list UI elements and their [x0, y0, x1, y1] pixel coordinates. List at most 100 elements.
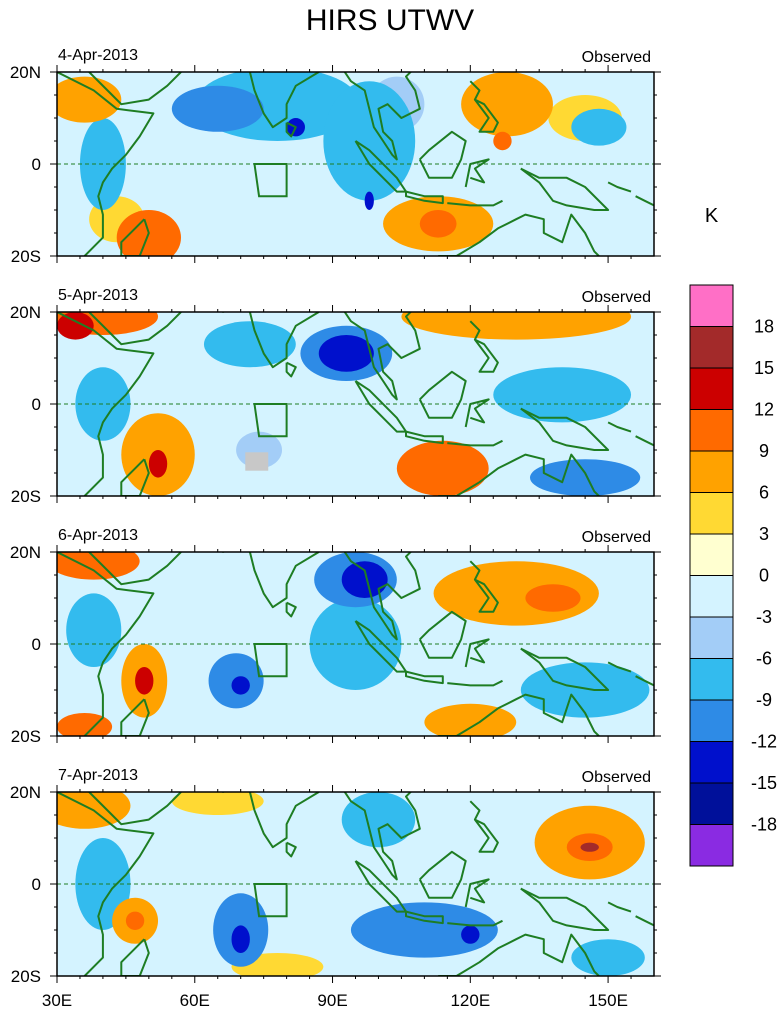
coastline — [520, 167, 610, 211]
colorbar-swatch — [689, 741, 734, 784]
anomaly-contour — [57, 552, 140, 580]
map-panel-1: 20N 0 20S 4-Apr-2013 Observed — [10, 47, 661, 266]
anomaly-contour — [231, 676, 250, 695]
coastline — [635, 675, 654, 687]
anomaly-contour — [309, 598, 402, 690]
coastline — [418, 130, 467, 179]
coastline — [438, 933, 600, 976]
coastlines — [57, 289, 654, 496]
coastline — [464, 638, 490, 668]
coastline — [418, 610, 467, 659]
colorbar-swatch — [689, 326, 734, 369]
colorbar-level-label: -6 — [756, 649, 772, 669]
coastline — [635, 915, 654, 927]
panel-date: 6-Apr-2013 — [58, 527, 138, 544]
panel-label: Observed — [582, 529, 651, 546]
anomaly-field — [57, 792, 654, 976]
colorbar-swatch — [689, 492, 734, 535]
anomaly-contour — [461, 925, 480, 944]
region-box — [253, 643, 288, 678]
coastline — [470, 49, 475, 63]
coastline — [470, 769, 475, 783]
map-panel-4: 20N 0 20S 7-Apr-2013 Observed — [10, 767, 661, 986]
panel-date: 7-Apr-2013 — [58, 767, 138, 784]
coastline — [607, 421, 632, 433]
y-tick-label: 20N — [10, 63, 41, 82]
coastline — [285, 841, 297, 858]
x-tick-label: 60E — [180, 991, 210, 1010]
coastline — [438, 213, 600, 256]
coastline — [607, 901, 632, 913]
colorbar-level-label: 6 — [759, 483, 769, 503]
colorbar-swatch — [689, 450, 734, 493]
coastline — [470, 289, 475, 303]
colorbar-swatch — [689, 367, 734, 410]
anomaly-field — [57, 552, 654, 736]
colorbar-swatch — [689, 533, 734, 576]
coastline — [343, 312, 421, 401]
coastline — [418, 370, 467, 419]
panel-date: 5-Apr-2013 — [58, 287, 138, 304]
colorbar-level-label: -18 — [751, 815, 777, 835]
anomaly-contour — [57, 76, 122, 123]
region-box — [253, 163, 288, 198]
anomaly-contour — [580, 842, 599, 852]
coastline — [447, 439, 503, 447]
coastline — [222, 72, 320, 129]
anomaly-contour — [493, 131, 512, 151]
colorbar-level-label: -3 — [756, 607, 772, 627]
anomaly-contour — [520, 662, 650, 718]
coastline — [447, 199, 503, 207]
coastline — [88, 792, 182, 826]
coastline — [464, 158, 490, 188]
colorbar-swatch — [689, 782, 734, 825]
coastline — [57, 72, 155, 256]
y-tick-label: 0 — [32, 155, 41, 174]
coastline — [635, 435, 654, 447]
y-tick-label: 20S — [11, 247, 41, 266]
coastline — [438, 693, 600, 736]
coastline — [285, 121, 297, 138]
colorbar-swatch — [689, 575, 734, 618]
missing-data-patch — [245, 452, 269, 471]
anomaly-contour — [461, 72, 553, 137]
coastline — [120, 938, 150, 976]
x-tick-label: 30E — [42, 991, 72, 1010]
coastlines — [57, 769, 654, 976]
y-tick-label: 0 — [32, 635, 41, 654]
coastline — [469, 800, 499, 853]
anomaly-contour — [125, 911, 145, 930]
coastline — [120, 458, 150, 496]
coastline — [520, 647, 610, 691]
coastline — [343, 552, 421, 641]
coastline — [469, 560, 499, 613]
coastline — [438, 453, 600, 496]
anomaly-contour — [171, 85, 264, 132]
panel-date: 4-Apr-2013 — [58, 47, 138, 64]
y-tick-label: 20S — [11, 967, 41, 986]
x-tick-label: 90E — [317, 991, 347, 1010]
figure-title: HIRS UTWV — [306, 4, 474, 37]
colorbar-level-label: 15 — [754, 358, 774, 378]
coastline — [343, 792, 421, 881]
colorbar-level-label: 12 — [754, 400, 774, 420]
coastline — [520, 887, 610, 931]
coastline — [607, 181, 632, 193]
coastline — [464, 398, 490, 428]
anomaly-contour — [341, 561, 388, 598]
x-tick-label: 120E — [450, 991, 490, 1010]
anomaly-contour — [341, 792, 416, 848]
y-tick-label: 20N — [10, 783, 41, 802]
coastline — [285, 601, 297, 618]
anomaly-contour — [171, 792, 264, 815]
y-tick-label: 20N — [10, 303, 41, 322]
coastlines — [57, 49, 654, 256]
colorbar-swatch — [689, 824, 734, 867]
y-tick-label: 20S — [11, 727, 41, 746]
coastlines — [57, 552, 654, 736]
y-tick-label: 0 — [32, 875, 41, 894]
colorbar-swatch — [689, 616, 734, 659]
coastline — [635, 195, 654, 207]
anomaly-contour — [148, 450, 168, 478]
